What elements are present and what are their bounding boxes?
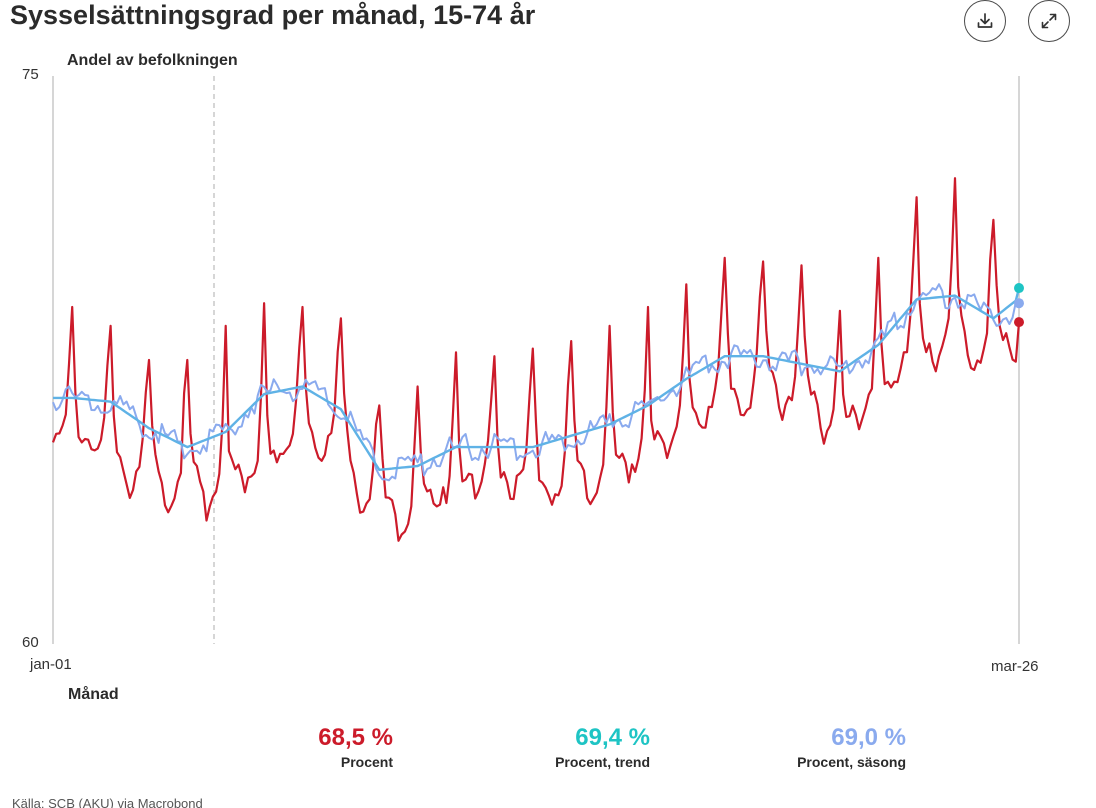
source-footer: Källa: SCB (AKU) via Macrobond <box>0 796 1096 808</box>
download-button[interactable] <box>964 0 1006 42</box>
end-point-procent <box>1014 317 1024 328</box>
end-point-sasong <box>1014 298 1024 309</box>
y-tick-label-bottom: 60 <box>22 634 39 651</box>
x-axis-title: Månad <box>68 686 119 703</box>
summary-procent-label: Procent <box>340 754 393 770</box>
end-point-trend <box>1014 283 1024 294</box>
y-axis-title: Andel av befolkningen <box>67 52 238 69</box>
chart-title: Sysselsättningsgrad per månad, 15-74 år <box>10 0 536 30</box>
summary-trend: 69,4 % Procent, trend <box>555 724 650 770</box>
summary-sasong-label: Procent, säsong <box>797 754 906 770</box>
x-tick-label-start: jan-01 <box>30 656 72 673</box>
summary-sasong-value: 69,0 % <box>831 724 906 751</box>
series-line-procent <box>51 177 1021 542</box>
summary-procent-value: 68,5 % <box>318 724 393 751</box>
series-line-trend <box>53 287 1021 471</box>
x-tick-label-end: mar-26 <box>991 658 1039 675</box>
source-text: Källa: SCB (AKU) via Macrobond <box>12 796 203 808</box>
summary-trend-value: 69,4 % <box>575 724 650 751</box>
y-tick-label-top: 75 <box>22 66 39 83</box>
download-icon <box>977 13 993 28</box>
summary-sasong: 69,0 % Procent, säsong <box>797 724 906 770</box>
series-line-sasong <box>52 283 1020 482</box>
summary-trend-label: Procent, trend <box>555 754 650 770</box>
expand-icon <box>1041 13 1057 29</box>
summary-procent: 68,5 % Procent <box>318 724 393 770</box>
expand-button[interactable] <box>1028 0 1070 42</box>
